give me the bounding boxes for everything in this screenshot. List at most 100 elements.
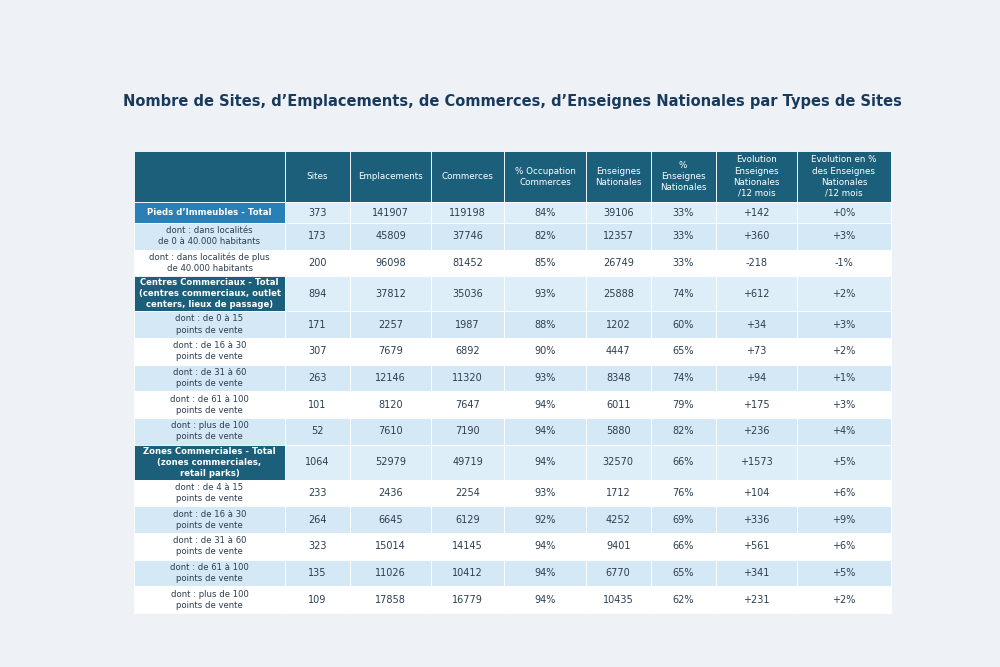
Bar [504,506,586,533]
Bar [586,533,651,560]
Text: 263: 263 [308,373,327,383]
Bar [504,445,586,480]
Bar [651,392,716,418]
Text: 66%: 66% [672,542,694,552]
Bar [716,506,797,533]
Bar [504,311,586,338]
Bar [651,338,716,365]
Bar [134,445,285,480]
Text: 9401: 9401 [606,542,630,552]
Bar [797,311,891,338]
Bar [285,223,350,249]
Bar [285,338,350,365]
Text: dont : de 4 à 15
points de vente: dont : de 4 à 15 points de vente [175,483,244,503]
Text: dont : de 31 à 60
points de vente: dont : de 31 à 60 points de vente [173,536,246,556]
Text: %
Enseignes
Nationales: % Enseignes Nationales [660,161,706,192]
Text: Nombre de Sites, d’Emplacements, de Commerces, d’Enseignes Nationales par Types : Nombre de Sites, d’Emplacements, de Comm… [123,95,902,109]
Text: 109: 109 [308,595,326,605]
Bar [716,311,797,338]
Text: +3%: +3% [832,400,856,410]
Bar [350,249,431,276]
Bar [285,276,350,311]
Bar [134,418,285,445]
Bar [285,365,350,392]
Bar [504,202,586,223]
Text: 37812: 37812 [375,289,406,299]
Text: 119198: 119198 [449,207,486,217]
Text: 15014: 15014 [375,542,406,552]
Bar [350,533,431,560]
Text: 25888: 25888 [603,289,634,299]
Text: dont : dans localités de plus
de 40.000 habitants: dont : dans localités de plus de 40.000 … [149,253,270,273]
Text: dont : dans localités
de 0 à 40.000 habitants: dont : dans localités de 0 à 40.000 habi… [158,226,261,246]
Bar [586,365,651,392]
Text: 10435: 10435 [603,595,634,605]
Text: 6892: 6892 [455,346,480,356]
Text: 94%: 94% [534,595,556,605]
Bar [431,392,504,418]
Bar [431,560,504,586]
Text: +341: +341 [743,568,770,578]
Text: 62%: 62% [672,595,694,605]
Text: 66%: 66% [672,457,694,467]
Text: Pieds d’Immeubles - Total: Pieds d’Immeubles - Total [147,208,272,217]
Bar [431,223,504,249]
Text: 135: 135 [308,568,327,578]
Text: 323: 323 [308,542,327,552]
Text: dont : plus de 100
points de vente: dont : plus de 100 points de vente [171,590,248,610]
Bar [651,276,716,311]
Text: dont : de 16 à 30
points de vente: dont : de 16 à 30 points de vente [173,341,246,362]
Text: 1202: 1202 [606,319,631,329]
Bar [586,445,651,480]
Bar [350,223,431,249]
Bar [797,365,891,392]
Bar [134,276,285,311]
Text: 1064: 1064 [305,457,330,467]
Bar [134,365,285,392]
Bar [504,560,586,586]
Bar [504,365,586,392]
Bar [797,586,891,613]
Bar [134,506,285,533]
Text: 173: 173 [308,231,327,241]
Text: 4447: 4447 [606,346,631,356]
Text: 94%: 94% [534,568,556,578]
Text: +94: +94 [746,373,767,383]
Bar [350,480,431,506]
Text: 82%: 82% [672,426,694,436]
Bar [431,202,504,223]
Text: +34: +34 [746,319,767,329]
Bar [797,506,891,533]
Bar [431,249,504,276]
Text: 373: 373 [308,207,327,217]
Text: +6%: +6% [832,488,856,498]
Bar [716,202,797,223]
Text: +561: +561 [743,542,770,552]
Bar [716,445,797,480]
Bar [797,249,891,276]
Text: 76%: 76% [672,488,694,498]
Bar [431,445,504,480]
Bar [797,223,891,249]
Text: +4%: +4% [832,426,856,436]
Bar [586,202,651,223]
Text: 6129: 6129 [455,515,480,525]
Bar [797,560,891,586]
Bar [350,392,431,418]
Text: +231: +231 [743,595,770,605]
Text: 6770: 6770 [606,568,631,578]
Text: 33%: 33% [672,258,694,268]
Text: 307: 307 [308,346,327,356]
Bar [651,223,716,249]
Text: 92%: 92% [534,515,556,525]
Text: 11320: 11320 [452,373,483,383]
Bar [504,480,586,506]
Bar [586,338,651,365]
Text: 6645: 6645 [378,515,403,525]
Text: +104: +104 [743,488,770,498]
Bar [716,533,797,560]
Text: -218: -218 [745,258,767,268]
Text: 11026: 11026 [375,568,406,578]
Text: +6%: +6% [832,542,856,552]
Text: +5%: +5% [832,568,856,578]
